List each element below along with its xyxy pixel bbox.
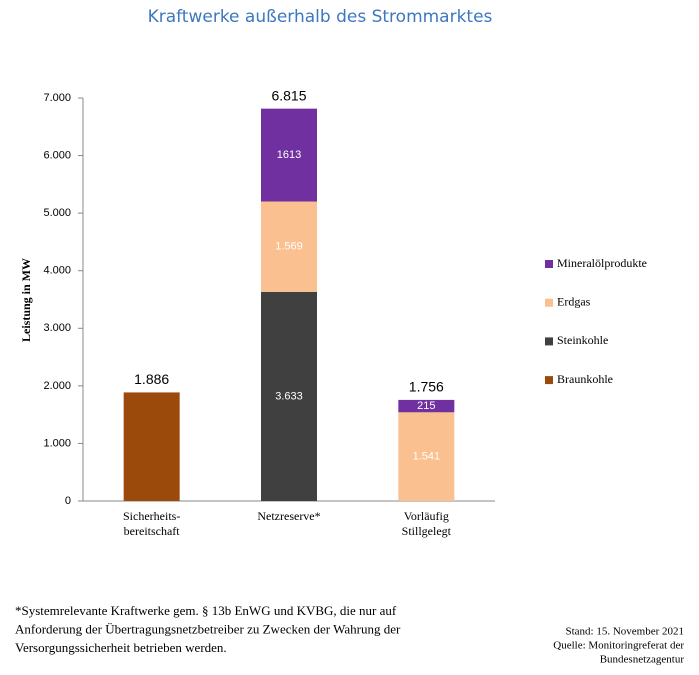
total-label: 6.815	[271, 87, 306, 103]
bar-segment	[398, 412, 455, 501]
source: Quelle: Monitoringreferat der	[553, 640, 684, 652]
x-tick-label: bereitschaft	[124, 524, 181, 538]
source: Bundesnetzagentur	[600, 654, 685, 666]
x-tick-label: Vorläufig	[404, 509, 449, 523]
y-tick-label: 6.000	[43, 149, 71, 161]
y-tick-label: 1.000	[43, 437, 71, 449]
value-label: 215	[417, 400, 435, 412]
value-label: 3.633	[275, 390, 303, 402]
legend-label: Braunkohle	[557, 372, 613, 386]
footnote: Versorgungssicherheit betrieben werden.	[15, 640, 227, 655]
legend-swatch	[545, 376, 553, 385]
value-label: 1.541	[413, 451, 441, 463]
bar-segment	[123, 392, 180, 501]
y-tick-label: 3.000	[43, 322, 71, 334]
y-tick-label: 0	[65, 495, 71, 507]
legend-label: Mineralölprodukte	[557, 256, 647, 270]
bar-segment	[261, 291, 317, 501]
total-label: 1.756	[409, 379, 444, 395]
legend-swatch	[545, 337, 553, 346]
legend-label: Erdgas	[557, 294, 591, 308]
x-tick-label: Netzreserve*	[257, 509, 320, 523]
footnote: Anforderung der Übertragungsnetzbetreibe…	[15, 621, 401, 636]
footnote: *Systemrelevante Kraftwerke gem. § 13b E…	[15, 603, 397, 618]
value-label: 1613	[277, 149, 301, 161]
y-tick-label: 2.000	[43, 380, 71, 392]
legend-swatch	[545, 260, 553, 268]
y-tick-label: 5.000	[43, 207, 71, 219]
total-label: 1.886	[134, 371, 169, 387]
legend-swatch	[545, 298, 553, 307]
y-tick-label: 4.000	[43, 265, 71, 277]
legend-label: Steinkohle	[557, 333, 608, 347]
bar-segment	[261, 201, 317, 292]
y-tick-label: 7.000	[43, 92, 71, 104]
source: Stand: 15. November 2021	[565, 626, 684, 638]
y-axis-label: Leistung in MW	[19, 258, 33, 342]
bar-segment	[398, 399, 455, 413]
bar-segment	[261, 108, 317, 202]
x-tick-label: Stillgelegt	[402, 524, 452, 538]
chart-title: Kraftwerke außerhalb des Strommarktes	[148, 7, 493, 27]
value-label: 1.569	[275, 241, 303, 253]
x-tick-label: Sicherheits-	[123, 509, 180, 523]
